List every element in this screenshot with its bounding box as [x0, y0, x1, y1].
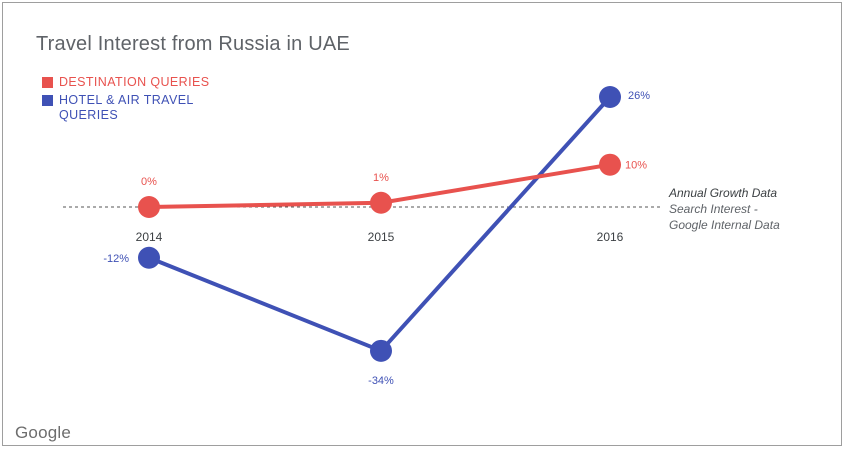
data-point-1-2: [599, 86, 621, 109]
legend-item-destination: DESTINATION QUERIES: [42, 75, 232, 90]
data-label-1-0: -12%: [103, 253, 129, 265]
legend-item-hotel-air: HOTEL & AIR TRAVEL QUERIES: [42, 93, 232, 123]
x-tick-label-2015: 2015: [368, 230, 395, 244]
legend-label-hotel-air: HOTEL & AIR TRAVEL QUERIES: [59, 93, 194, 122]
data-label-1-1: -34%: [368, 375, 394, 387]
annotation-line-1: Annual Growth Data: [669, 186, 778, 200]
google-logo: Google: [15, 423, 72, 442]
annotation-line-3: Google Internal Data: [669, 218, 780, 232]
chart-frame: [2, 2, 842, 446]
data-label-0-0: 0%: [141, 176, 157, 188]
data-label-0-1: 1%: [373, 172, 389, 184]
legend-swatch-hotel-air: [42, 95, 53, 106]
legend: DESTINATION QUERIES HOTEL & AIR TRAVEL Q…: [42, 75, 232, 126]
legend-label-destination: DESTINATION QUERIES: [59, 75, 210, 89]
series-line-1: [148, 95, 612, 353]
x-tick-label-2016: 2016: [597, 230, 624, 244]
annotation: Annual Growth Data Search Interest - Goo…: [669, 185, 780, 233]
x-tick-label-2014: 2014: [136, 230, 163, 244]
annotation-line-2: Search Interest -: [669, 202, 758, 216]
chart-title: Travel Interest from Russia in UAE: [36, 33, 350, 55]
data-point-0-2: [599, 153, 621, 176]
data-point-0-0: [138, 196, 160, 218]
legend-swatch-destination: [42, 77, 53, 88]
data-point-1-0: [138, 246, 160, 269]
data-point-0-1: [370, 191, 392, 214]
data-label-0-2: 10%: [625, 160, 647, 172]
data-point-1-1: [370, 339, 392, 362]
data-label-1-2: 26%: [628, 90, 650, 102]
